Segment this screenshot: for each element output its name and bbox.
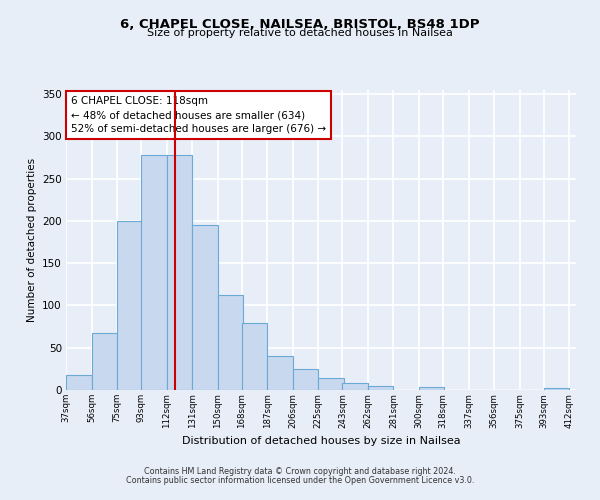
Text: Contains public sector information licensed under the Open Government Licence v3: Contains public sector information licen… [126,476,474,485]
Bar [242,323,268,390]
Text: Size of property relative to detached houses in Nailsea: Size of property relative to detached ho… [147,28,453,38]
Bar [192,225,218,390]
Bar [319,378,344,390]
Bar [91,332,117,390]
Bar [419,388,445,390]
Bar [167,155,192,390]
X-axis label: Distribution of detached houses by size in Nailsea: Distribution of detached houses by size … [182,436,460,446]
Bar [293,369,319,390]
Bar [268,356,293,390]
Y-axis label: Number of detached properties: Number of detached properties [26,158,37,322]
Bar [141,155,167,390]
Bar [368,386,394,390]
Bar [343,383,368,390]
Bar [218,294,243,390]
Text: 6, CHAPEL CLOSE, NAILSEA, BRISTOL, BS48 1DP: 6, CHAPEL CLOSE, NAILSEA, BRISTOL, BS48 … [120,18,480,30]
Text: 6 CHAPEL CLOSE: 118sqm
← 48% of detached houses are smaller (634)
52% of semi-de: 6 CHAPEL CLOSE: 118sqm ← 48% of detached… [71,96,326,134]
Bar [117,221,143,390]
Text: Contains HM Land Registry data © Crown copyright and database right 2024.: Contains HM Land Registry data © Crown c… [144,467,456,476]
Bar [544,388,569,390]
Bar [66,375,91,390]
